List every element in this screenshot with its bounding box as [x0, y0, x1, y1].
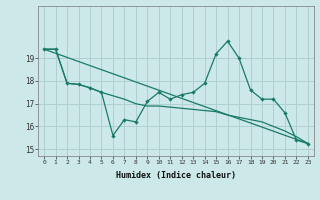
X-axis label: Humidex (Indice chaleur): Humidex (Indice chaleur) — [116, 171, 236, 180]
